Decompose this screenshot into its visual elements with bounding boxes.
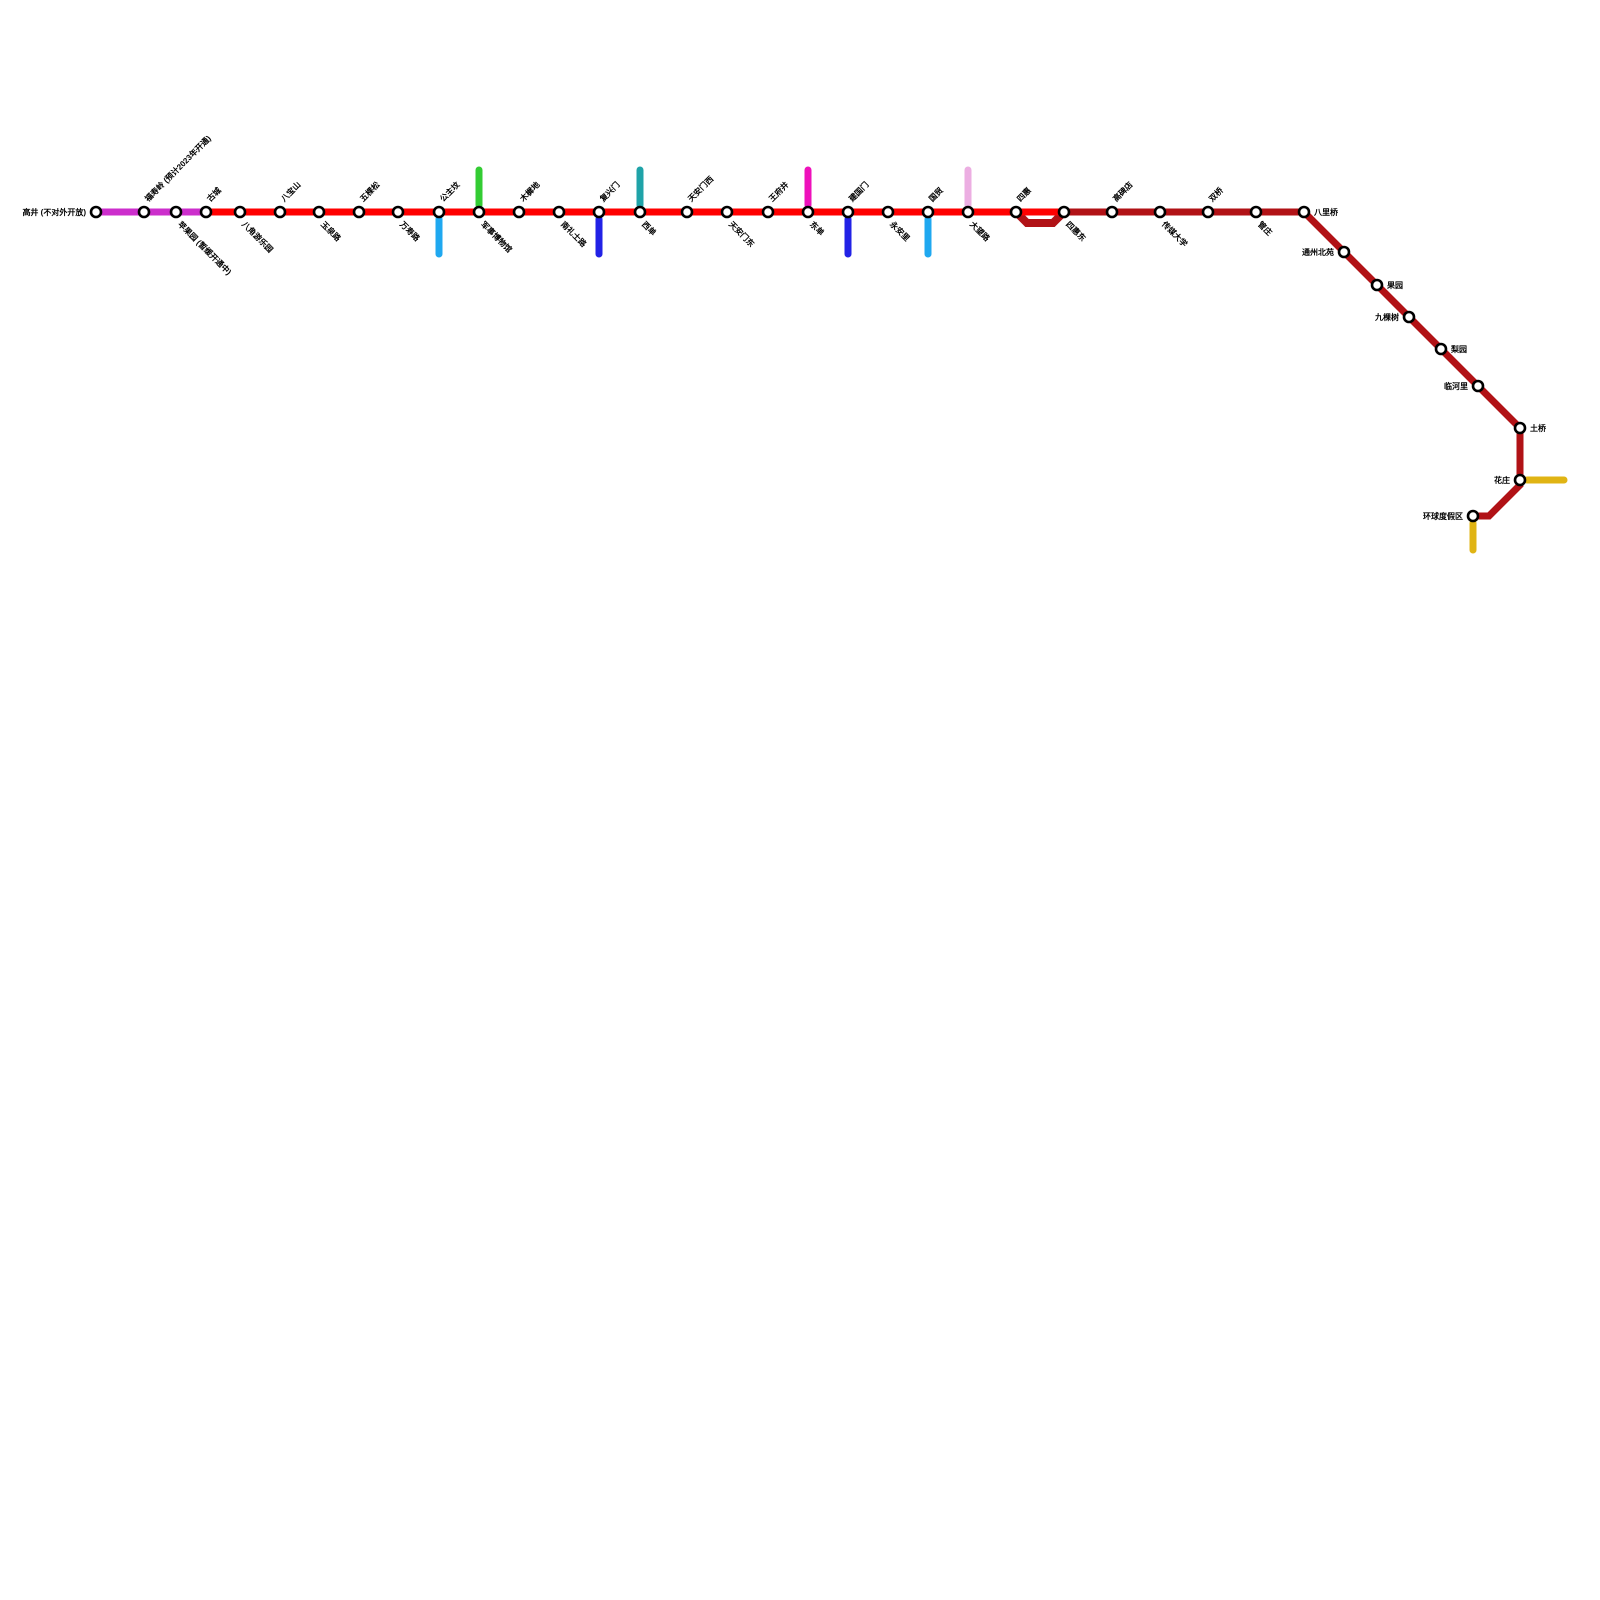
station-label: 高碑店 <box>1111 179 1135 203</box>
station-marker <box>680 205 694 219</box>
station-label: 公主坟 <box>438 179 462 203</box>
station-marker <box>352 205 366 219</box>
station-label: 军事博物馆 <box>479 219 514 254</box>
station-label: 西单 <box>640 219 658 237</box>
station-marker <box>312 205 326 219</box>
station-marker <box>1337 245 1351 259</box>
station-label: 建国门 <box>846 179 871 204</box>
station-label: 八里桥 <box>1313 207 1339 217</box>
station-label: 八角游乐园 <box>239 218 275 254</box>
station-marker <box>199 205 213 219</box>
station-marker <box>1513 421 1527 435</box>
station-marker <box>512 205 526 219</box>
station-label: 临河里 <box>1444 381 1468 391</box>
transfer-tick-layer <box>435 166 1568 554</box>
batong-sihui-overlap-path <box>1013 209 1067 227</box>
station-label: 王府井 <box>767 179 791 203</box>
station-label: 九棵树 <box>1374 312 1399 322</box>
station-marker <box>841 205 855 219</box>
station-label: 国贸 <box>927 185 945 203</box>
station-label: 木樨地 <box>517 179 542 204</box>
station-marker <box>801 205 815 219</box>
station-marker <box>921 205 935 219</box>
station-marker <box>1513 473 1527 487</box>
station-label: 八宝山 <box>278 179 303 204</box>
station-marker <box>1370 278 1384 292</box>
station-marker <box>233 205 247 219</box>
station-label: 传媒大学 <box>1159 218 1189 248</box>
line-layer <box>96 208 1524 520</box>
station-label: 四惠 <box>1015 185 1033 203</box>
station-label: 高井 (不对外开放) <box>22 207 86 217</box>
station-marker <box>1201 205 1215 219</box>
station-label: 福寿岭 (预计2023年开通) <box>142 133 213 204</box>
label-layer: 高井 (不对外开放) 福寿岭 (预计2023年开通) 苹果园 (暂缓开通中) 古城八角… <box>22 133 1547 521</box>
station-marker <box>169 205 183 219</box>
station-marker <box>761 205 775 219</box>
station-marker <box>89 205 103 219</box>
station-marker <box>1466 509 1480 523</box>
station-label: 环球度假区 <box>1423 511 1463 521</box>
station-marker <box>633 205 647 219</box>
station-label: 东单 <box>808 219 826 237</box>
station-label: 南礼士路 <box>559 219 589 249</box>
station-label: 土桥 <box>1530 423 1547 433</box>
station-marker <box>137 205 151 219</box>
station-label: 永安里 <box>887 218 912 243</box>
station-label: 天安门东 <box>727 219 757 249</box>
station-label: 苹果园 (暂缓开通中) <box>176 219 234 277</box>
station-marker <box>1009 205 1023 219</box>
station-layer <box>89 205 1527 523</box>
station-label: 玉泉路 <box>319 219 344 244</box>
station-label: 五棵松 <box>358 179 382 203</box>
station-label: 梨园 <box>1450 344 1467 354</box>
station-label: 果园 <box>1386 281 1403 290</box>
station-marker <box>881 205 895 219</box>
station-label: 大望路 <box>968 219 993 244</box>
station-marker <box>720 205 734 219</box>
station-marker <box>1153 205 1167 219</box>
station-marker <box>1249 205 1263 219</box>
station-marker <box>273 205 287 219</box>
station-marker <box>552 205 566 219</box>
station-label: 四惠东 <box>1064 219 1088 243</box>
batong-line-path <box>1064 208 1524 520</box>
station-marker <box>472 205 486 219</box>
station-label: 复兴门 <box>597 179 622 204</box>
station-label: 天安门西 <box>686 174 716 204</box>
station-marker <box>1105 205 1119 219</box>
station-marker <box>1434 342 1448 356</box>
station-label: 万寿路 <box>397 218 422 243</box>
station-marker <box>1402 310 1416 324</box>
station-label: 双桥 <box>1207 184 1226 203</box>
station-label: 古城 <box>205 185 223 203</box>
station-marker <box>1297 205 1311 219</box>
station-marker <box>592 205 606 219</box>
station-label: 通州北苑 <box>1302 247 1334 257</box>
station-marker <box>1471 379 1485 393</box>
station-marker <box>391 205 405 219</box>
station-label: 管庄 <box>1256 219 1274 237</box>
station-marker <box>432 205 446 219</box>
station-marker <box>1057 205 1071 219</box>
station-marker <box>961 205 975 219</box>
station-label: 花庄 <box>1494 475 1510 485</box>
